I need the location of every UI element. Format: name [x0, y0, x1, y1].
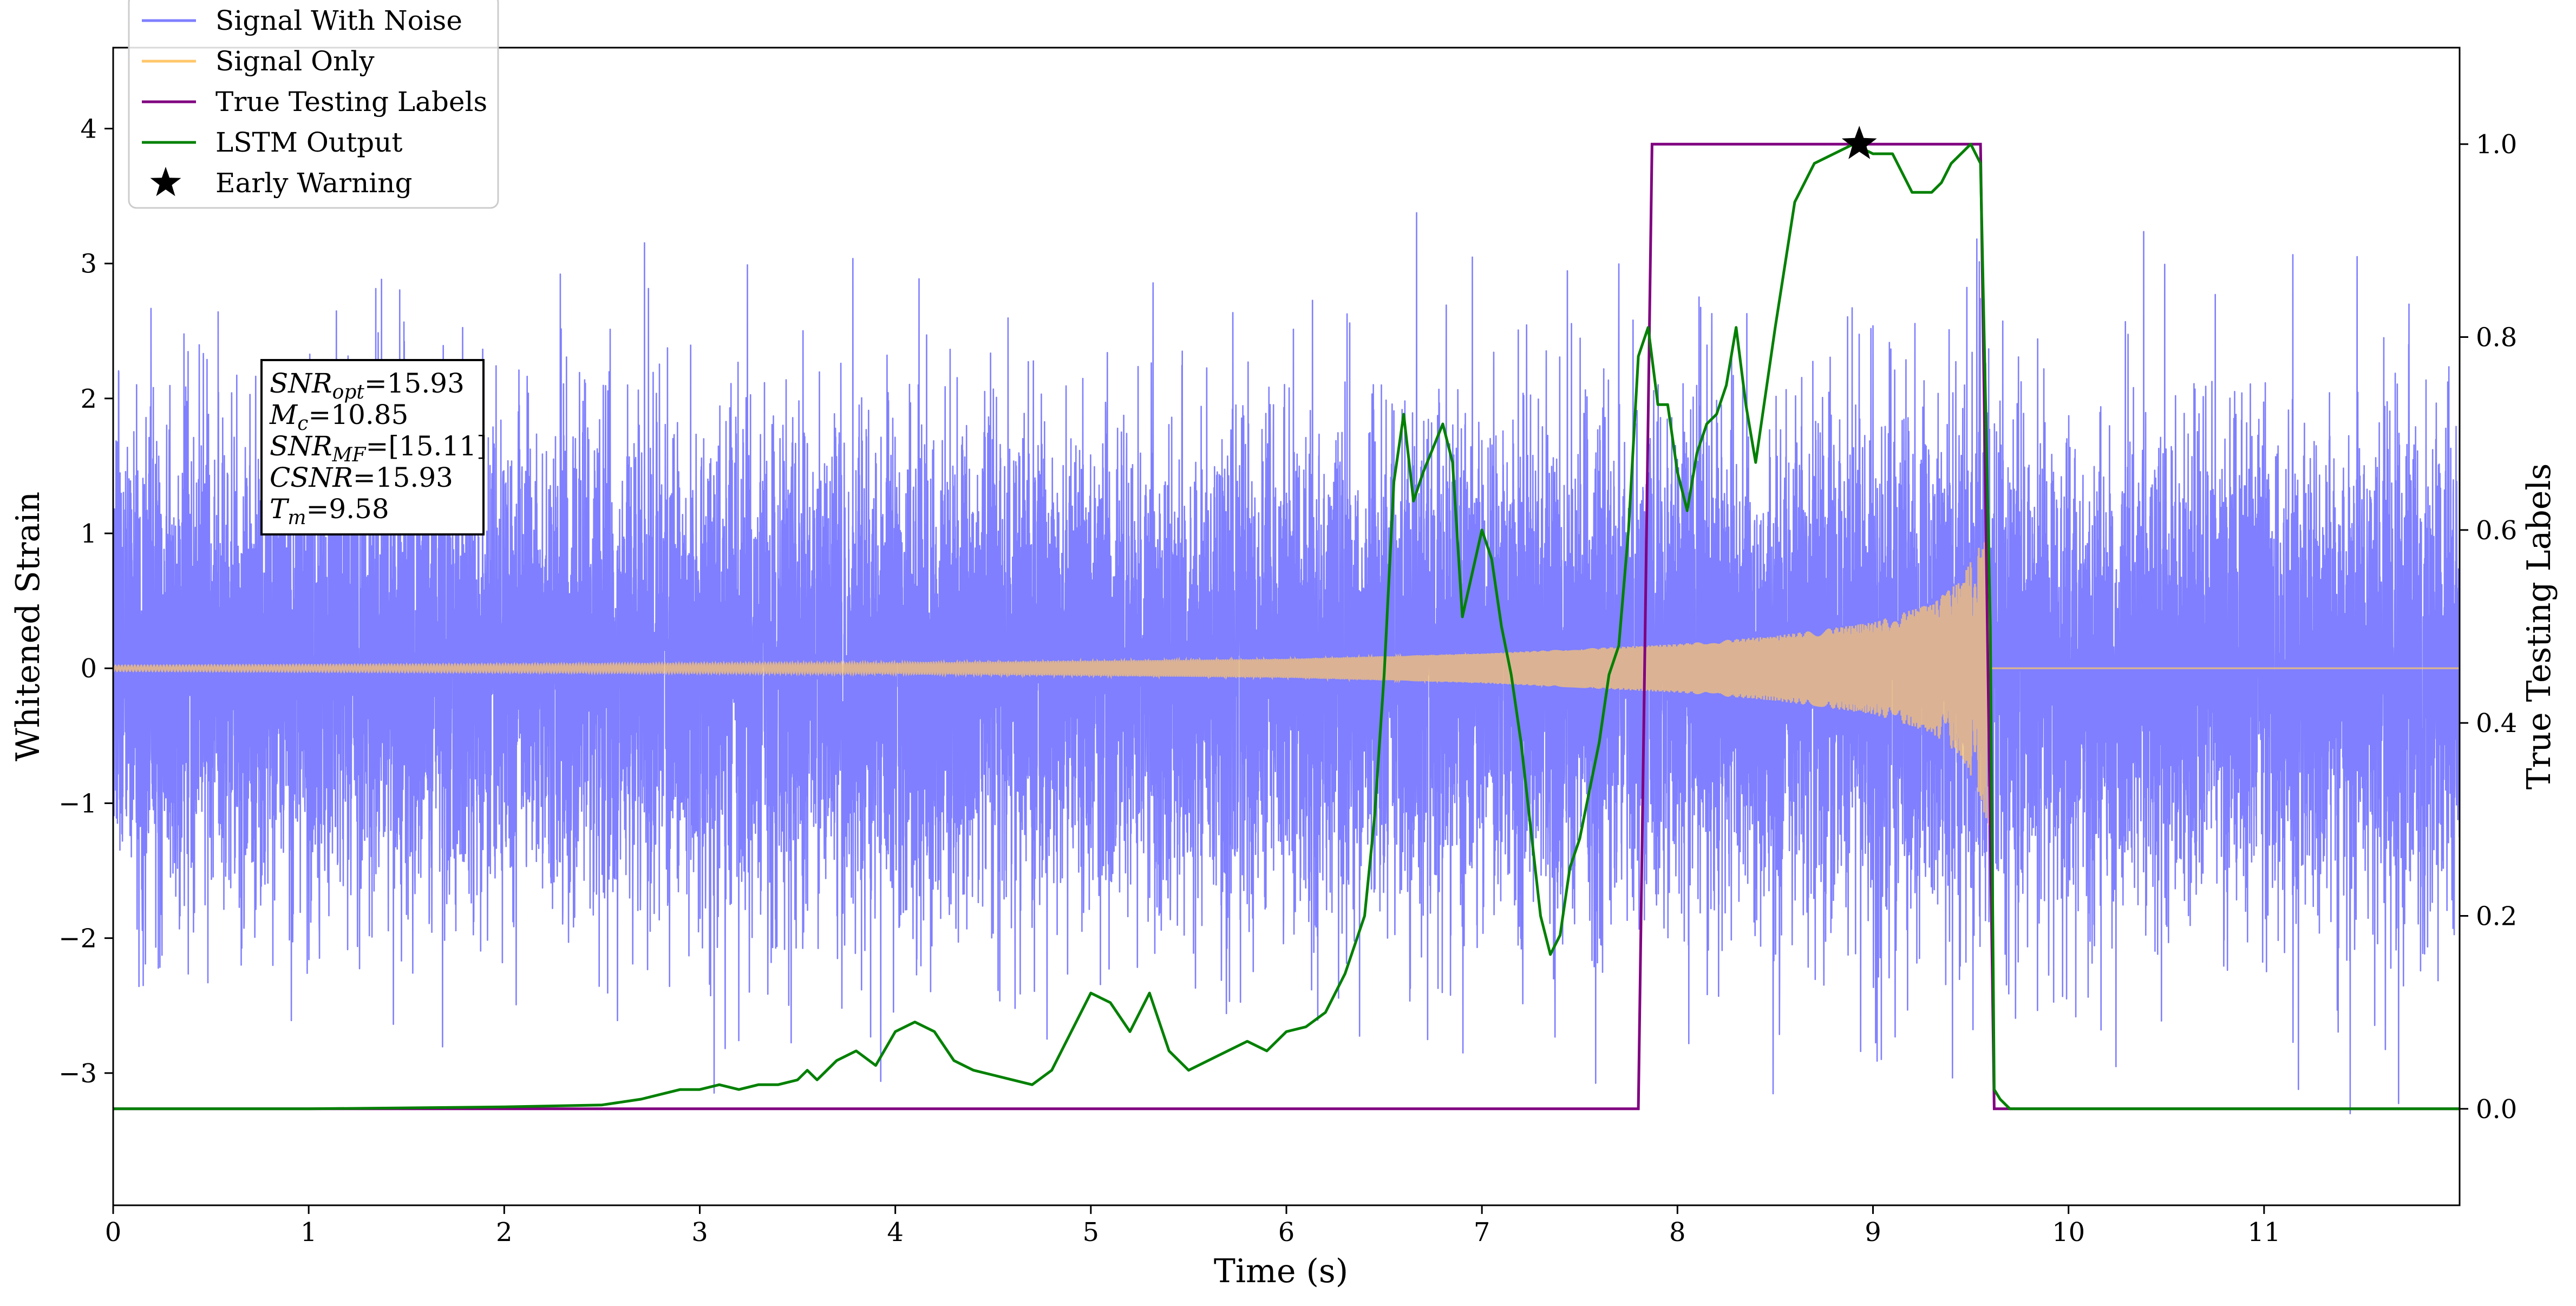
y-tick-label: −1 [58, 788, 97, 819]
noise-trace [113, 212, 2460, 1114]
info-line: SNRopt=15.93 [270, 368, 465, 403]
x-tick-label: 7 [1474, 1217, 1490, 1248]
y-tick-label: 4 [80, 114, 97, 145]
x-axis: 0 1 2 3 4 5 6 7 8 9 10 11 [105, 1205, 2280, 1248]
legend: Signal With Noise Signal Only True Testing… [128, 0, 499, 209]
y2-tick-label: 0.0 [2476, 1094, 2517, 1125]
legend-label: True Testing Labels [215, 86, 487, 117]
y2-tick-label: 1.0 [2476, 129, 2517, 160]
legend-label: Signal Only [215, 45, 375, 77]
signal-trace [113, 508, 2460, 825]
early-warning-star [1841, 126, 1877, 159]
lstm-trace [113, 142, 2460, 1111]
y2-tick-label: 0.2 [2476, 902, 2517, 932]
early-warning-layer [1841, 126, 1877, 159]
series-signal-with-noise [113, 212, 2460, 1114]
plot-area [113, 126, 2460, 1114]
x-tick-label: 5 [1083, 1217, 1100, 1248]
x-tick-label: 9 [1865, 1217, 1881, 1248]
x-tick-label: 8 [1669, 1217, 1686, 1248]
legend-label: Early Warning [215, 167, 413, 199]
legend-label: Signal With Noise [215, 5, 462, 36]
y-tick-label: 0 [80, 654, 97, 684]
legend-swatch-star [150, 167, 181, 197]
y2-tick-label: 0.4 [2476, 708, 2517, 739]
y-tick-label: −2 [58, 924, 97, 954]
legend-frame [128, 0, 499, 209]
legend-label: LSTM Output [215, 127, 402, 158]
y-tick-label: −3 [58, 1059, 97, 1089]
y-tick-label: 1 [80, 519, 97, 549]
x-tick-label: 4 [887, 1217, 904, 1248]
y2-tick-label: 0.6 [2476, 515, 2517, 546]
y-axis-label: Whitened Strain [9, 492, 47, 761]
y2-tick-label: 0.8 [2476, 323, 2517, 353]
y-tick-label: 2 [80, 384, 97, 414]
y-tick-label: 3 [80, 249, 97, 279]
x-tick-label: 11 [2247, 1217, 2280, 1248]
info-box-frame [260, 359, 485, 536]
info-line: Tm=9.58 [270, 493, 389, 529]
x-tick-label: 3 [691, 1217, 708, 1248]
y-axis-right: 0.0 0.2 0.4 0.6 0.8 1.0 [2460, 129, 2517, 1125]
x-tick-label: 1 [300, 1217, 317, 1248]
y2-axis-label: True Testing Labels [2520, 463, 2558, 790]
x-tick-label: 0 [105, 1217, 122, 1248]
x-tick-label: 6 [1278, 1217, 1295, 1248]
x-tick-label: 10 [2052, 1217, 2085, 1248]
info-box: SNRopt=15.93Mc=10.85SNRMF=[15.11]CSNR=15… [260, 359, 487, 536]
x-axis-label: Time (s) [1214, 1252, 1348, 1290]
info-line: CSNR=15.93 [270, 462, 453, 493]
x-tick-label: 2 [496, 1217, 513, 1248]
series-lstm-output [113, 142, 2460, 1111]
info-line: Mc=10.85 [269, 399, 408, 435]
info-line: SNRMF=[15.11] [270, 430, 487, 466]
series-signal-only [113, 508, 2460, 825]
y-axis-left: −3 −2 −1 0 1 2 3 4 [58, 114, 113, 1089]
